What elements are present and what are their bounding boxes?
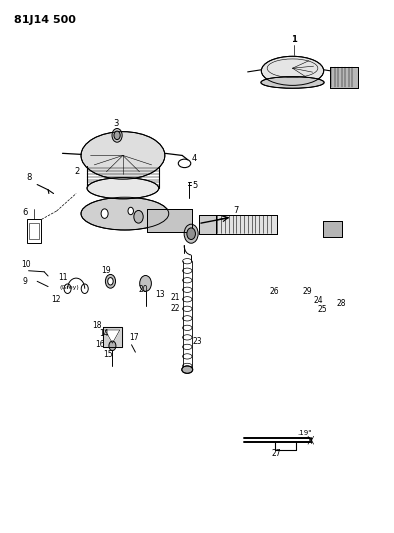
Text: 2: 2 — [74, 166, 80, 175]
Ellipse shape — [81, 132, 165, 179]
Text: 3: 3 — [113, 119, 119, 128]
Text: (Grey): (Grey) — [60, 285, 80, 290]
Ellipse shape — [87, 177, 159, 199]
Text: 1: 1 — [290, 35, 296, 44]
Circle shape — [114, 131, 120, 140]
Text: 28: 28 — [336, 299, 346, 308]
Ellipse shape — [261, 77, 324, 88]
Bar — [216, 215, 277, 233]
Text: 81J14 500: 81J14 500 — [14, 15, 76, 25]
Text: 4: 4 — [192, 155, 197, 164]
Text: 20: 20 — [139, 285, 148, 294]
Circle shape — [109, 341, 116, 351]
Circle shape — [105, 274, 115, 288]
Polygon shape — [105, 330, 120, 343]
Text: 10: 10 — [21, 260, 30, 269]
Text: 13: 13 — [155, 290, 165, 300]
Text: 6: 6 — [23, 208, 28, 217]
Bar — [147, 209, 192, 232]
Text: 5: 5 — [192, 181, 197, 190]
Text: 15: 15 — [104, 350, 113, 359]
Text: 27: 27 — [271, 449, 281, 458]
Circle shape — [101, 209, 108, 219]
Bar — [329, 67, 358, 88]
Circle shape — [108, 278, 113, 285]
Circle shape — [134, 211, 143, 223]
Circle shape — [140, 276, 151, 292]
Text: 12: 12 — [51, 295, 60, 303]
Circle shape — [184, 224, 198, 243]
Bar — [30, 223, 39, 239]
Text: 16: 16 — [96, 340, 105, 349]
Bar — [323, 221, 342, 237]
Bar — [199, 215, 216, 233]
Circle shape — [112, 128, 122, 142]
Bar — [147, 209, 192, 232]
Text: 14: 14 — [100, 329, 109, 338]
Ellipse shape — [182, 366, 193, 373]
Text: 25: 25 — [317, 305, 327, 314]
Text: 17: 17 — [129, 333, 138, 342]
Text: 23: 23 — [192, 337, 202, 346]
Text: 19: 19 — [102, 266, 111, 275]
Text: 22: 22 — [171, 304, 180, 313]
Bar — [329, 67, 358, 88]
Polygon shape — [103, 327, 122, 347]
Ellipse shape — [261, 56, 324, 85]
Bar — [216, 215, 277, 233]
Ellipse shape — [81, 197, 169, 230]
Text: .19": .19" — [297, 430, 312, 435]
Text: 9: 9 — [22, 277, 27, 286]
Text: 11: 11 — [59, 273, 68, 282]
Text: 7: 7 — [233, 206, 238, 215]
Text: 8: 8 — [26, 173, 32, 182]
Text: 24: 24 — [313, 296, 323, 304]
Bar — [27, 220, 41, 243]
Text: 21: 21 — [171, 294, 180, 302]
Text: 29: 29 — [302, 287, 312, 296]
Circle shape — [128, 207, 134, 215]
Text: 18: 18 — [93, 321, 102, 330]
Text: 26: 26 — [269, 287, 279, 296]
Circle shape — [187, 228, 195, 239]
Bar — [199, 215, 216, 233]
Bar — [323, 221, 342, 237]
